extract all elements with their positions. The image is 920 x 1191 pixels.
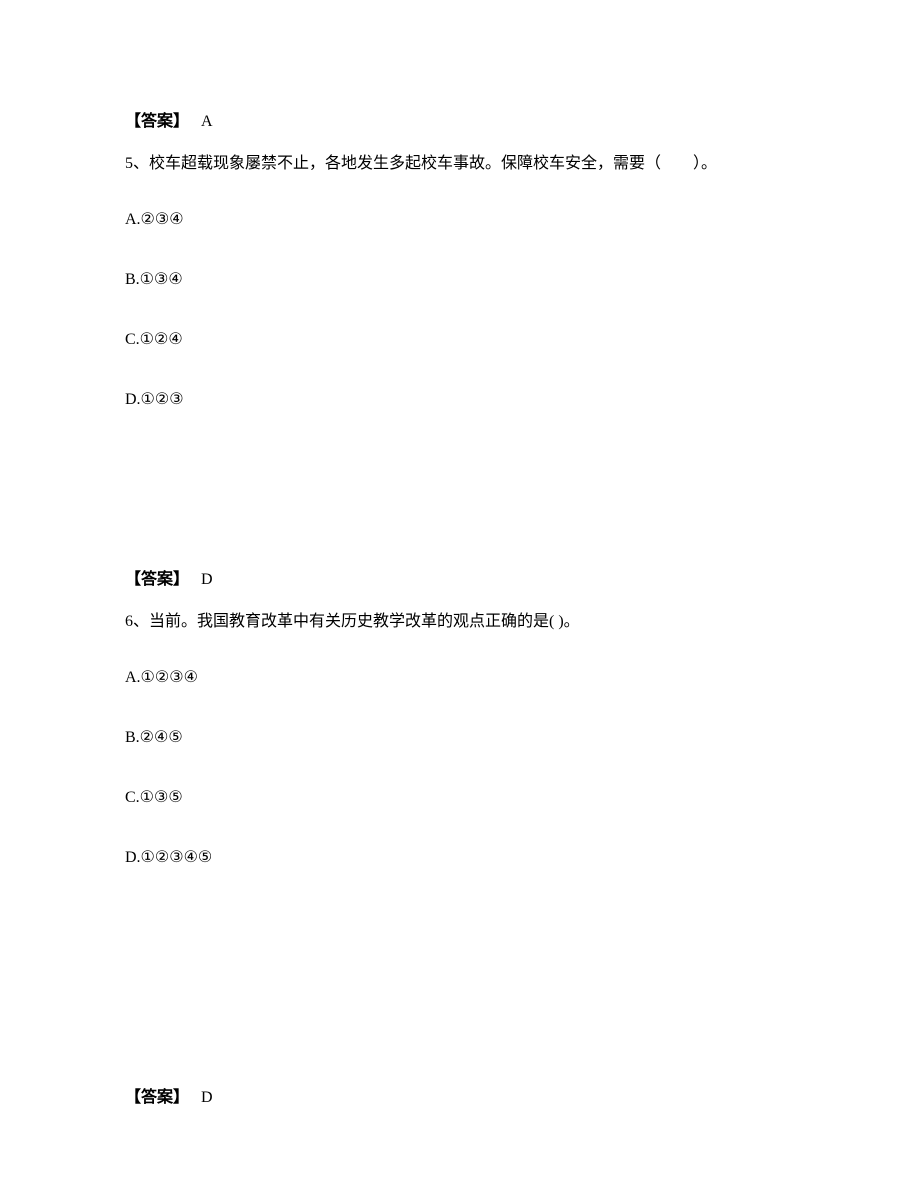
question-5-option-c: C.①②④ [125, 328, 795, 352]
question-5-option-d: D.①②③ [125, 388, 795, 412]
answer-value: A [201, 113, 213, 130]
question-6-option-b: B.②④⑤ [125, 726, 795, 750]
question-5-option-b: B.①③④ [125, 268, 795, 292]
answer-label: 【答案】 [125, 1089, 189, 1106]
spacer [125, 906, 795, 1086]
question-6-option-c: C.①③⑤ [125, 786, 795, 810]
question-6-option-a: A.①②③④ [125, 666, 795, 690]
question-6-option-d: D.①②③④⑤ [125, 846, 795, 870]
answer-label: 【答案】 [125, 571, 189, 588]
answer-value: D [201, 1089, 213, 1106]
answer-label: 【答案】 [125, 113, 189, 130]
question-5-option-a: A.②③④ [125, 208, 795, 232]
document-page: 【答案】 A 5、校车超载现象屡禁不止，各地发生多起校车事故。保障校车安全，需要… [0, 0, 920, 1188]
answer-5: 【答案】 D [125, 568, 795, 592]
answer-value: D [201, 571, 213, 588]
question-6-text: 6、当前。我国教育改革中有关历史教学改革的观点正确的是( )。 [125, 610, 795, 634]
answer-4: 【答案】 A [125, 110, 795, 134]
question-5-text: 5、校车超载现象屡禁不止，各地发生多起校车事故。保障校车安全，需要（ ）。 [125, 152, 795, 176]
answer-6: 【答案】 D [125, 1086, 795, 1110]
spacer [125, 448, 795, 568]
